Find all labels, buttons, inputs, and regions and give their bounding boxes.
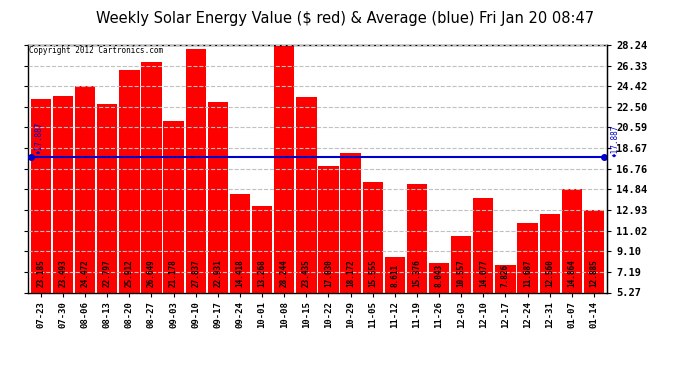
- Bar: [584, 210, 604, 349]
- Text: ♦17.887: ♦17.887: [34, 122, 43, 154]
- Text: 11.687: 11.687: [523, 260, 532, 287]
- Text: 8.611: 8.611: [391, 264, 400, 287]
- Text: 7.826: 7.826: [501, 264, 510, 287]
- Bar: [384, 256, 405, 349]
- Bar: [186, 50, 206, 349]
- Bar: [429, 262, 449, 349]
- Text: 26.649: 26.649: [147, 260, 156, 287]
- Text: 22.931: 22.931: [213, 260, 222, 287]
- Text: 25.912: 25.912: [125, 260, 134, 287]
- Bar: [540, 214, 560, 349]
- Text: 22.797: 22.797: [103, 260, 112, 287]
- Bar: [164, 121, 184, 349]
- Text: 12.560: 12.560: [545, 260, 554, 287]
- Text: 23.185: 23.185: [37, 260, 46, 287]
- Bar: [230, 194, 250, 349]
- Bar: [141, 62, 161, 349]
- Bar: [495, 265, 515, 349]
- Bar: [473, 198, 493, 349]
- Text: 18.172: 18.172: [346, 260, 355, 287]
- Text: 10.557: 10.557: [457, 260, 466, 287]
- Bar: [75, 86, 95, 349]
- Bar: [274, 45, 295, 349]
- Bar: [30, 99, 51, 349]
- Text: 15.376: 15.376: [413, 260, 422, 287]
- Bar: [451, 236, 471, 349]
- Text: 28.244: 28.244: [279, 260, 288, 287]
- Text: Copyright 2012 Cartronics.com: Copyright 2012 Cartronics.com: [29, 46, 163, 55]
- Text: 24.472: 24.472: [81, 260, 90, 287]
- Text: ♦17.887: ♦17.887: [610, 124, 619, 156]
- Bar: [562, 189, 582, 349]
- Text: 23.435: 23.435: [302, 260, 310, 287]
- Bar: [362, 182, 383, 349]
- Bar: [97, 104, 117, 349]
- Text: 14.077: 14.077: [479, 260, 488, 287]
- Bar: [340, 153, 361, 349]
- Text: 13.268: 13.268: [257, 260, 266, 287]
- Text: 12.885: 12.885: [589, 260, 598, 287]
- Text: 23.493: 23.493: [59, 260, 68, 287]
- Bar: [53, 96, 73, 349]
- Text: 14.418: 14.418: [235, 260, 244, 287]
- Bar: [252, 206, 273, 349]
- Bar: [119, 70, 139, 349]
- Bar: [318, 166, 339, 349]
- Text: 15.555: 15.555: [368, 260, 377, 287]
- Bar: [518, 224, 538, 349]
- Bar: [296, 97, 317, 349]
- Bar: [407, 184, 427, 349]
- Bar: [208, 102, 228, 349]
- Text: 8.043: 8.043: [435, 264, 444, 287]
- Text: 27.837: 27.837: [191, 260, 200, 287]
- Text: 14.864: 14.864: [567, 260, 576, 287]
- Text: 17.030: 17.030: [324, 260, 333, 287]
- Text: Weekly Solar Energy Value ($ red) & Average (blue) Fri Jan 20 08:47: Weekly Solar Energy Value ($ red) & Aver…: [96, 11, 594, 26]
- Text: 21.178: 21.178: [169, 260, 178, 287]
